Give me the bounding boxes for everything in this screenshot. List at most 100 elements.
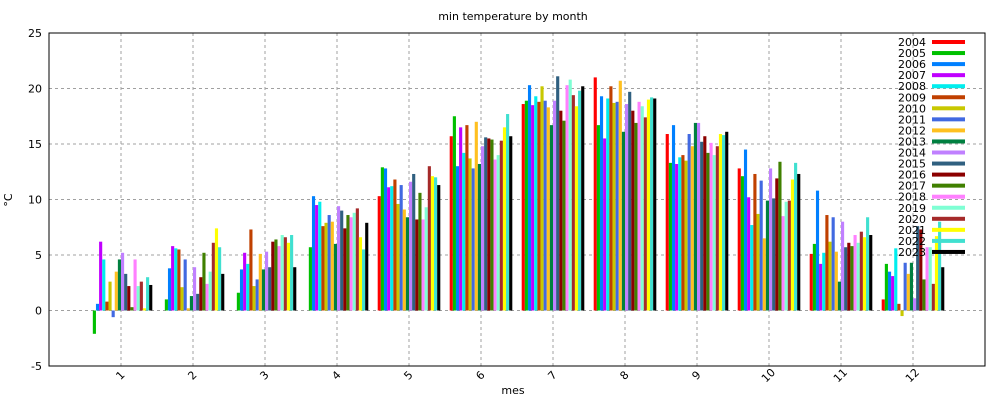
bar-2023-11: [869, 235, 873, 311]
legend-swatch: [932, 84, 965, 89]
bar-2022-7: [578, 90, 582, 311]
y-tick-label: -5: [31, 360, 42, 373]
bar-2022-11: [866, 217, 870, 311]
bar-2016-10: [775, 178, 779, 311]
bar-2020-5: [427, 166, 431, 311]
bar-2012-9: [690, 146, 694, 311]
bar-2010-7: [540, 86, 544, 311]
bar-2023-3: [293, 267, 297, 311]
bar-2005-4: [308, 247, 312, 311]
bar-2023-7: [581, 86, 585, 311]
bar-2010-1: [108, 281, 112, 311]
bar-2006-1: [95, 303, 100, 311]
legend: 2004200520062007200820092010201120122013…: [898, 36, 965, 259]
bar-2020-4: [355, 208, 359, 311]
bar-2014-12: [913, 298, 917, 311]
bar-2020-9: [715, 146, 719, 311]
bar-2023-5: [437, 185, 441, 311]
legend-label: 2007: [898, 69, 926, 82]
legend-swatch: [932, 183, 965, 188]
bar-2005-11: [812, 243, 816, 311]
y-tick-label: 15: [28, 138, 42, 151]
bar-2006-3: [239, 269, 244, 311]
bar-2008-3: [246, 263, 250, 311]
bar-2021-2: [214, 228, 219, 311]
bar-2004-11: [809, 253, 813, 311]
bar-2013-2: [189, 296, 193, 311]
bar-2006-9: [671, 125, 676, 311]
bar-2004-10: [737, 168, 741, 311]
bar-2006-7: [527, 85, 532, 311]
bar-2013-11: [837, 281, 841, 311]
x-tick-label: 2: [185, 368, 199, 382]
bar-2021-6: [502, 127, 507, 311]
legend-label: 2021: [898, 224, 926, 237]
legend-swatch: [932, 205, 965, 210]
x-tick-label: 9: [689, 368, 703, 382]
bar-2023-4: [365, 222, 369, 311]
bar-2006-5: [383, 168, 388, 311]
bar-2007-8: [603, 138, 607, 311]
bar-2019-5: [424, 207, 428, 311]
bar-2008-8: [606, 98, 610, 311]
bar-2019-6: [496, 155, 500, 311]
bar-2019-4: [352, 212, 356, 311]
bar-2017-1: [130, 307, 134, 311]
bar-2022-6: [506, 114, 510, 311]
bar-2019-2: [208, 271, 212, 311]
bar-2022-2: [218, 247, 222, 311]
bar-2011-1: [111, 310, 115, 318]
legend-swatch: [932, 117, 965, 122]
bar-2010-2: [180, 287, 184, 311]
bar-2018-9: [709, 142, 713, 311]
bar-2007-10: [747, 197, 751, 311]
bar-2012-1: [114, 271, 118, 311]
bar-2012-4: [330, 221, 334, 311]
legend-swatch: [932, 150, 965, 155]
legend-label: 2004: [898, 36, 926, 49]
bar-2010-8: [612, 102, 616, 311]
legend-swatch: [932, 73, 965, 78]
legend-label: 2019: [898, 202, 926, 215]
bar-2014-3: [265, 251, 269, 311]
x-tick-label: 5: [401, 368, 415, 382]
bar-2005-10: [740, 176, 744, 311]
legend-label: 2020: [898, 213, 926, 226]
legend-swatch: [932, 40, 965, 44]
bar-2010-4: [324, 222, 328, 311]
bar-2005-5: [380, 167, 384, 311]
bar-2010-6: [468, 158, 472, 311]
x-tick-label: 6: [473, 368, 487, 382]
bar-2014-6: [481, 146, 485, 311]
bar-2022-1: [146, 277, 150, 311]
bar-2016-8: [631, 110, 635, 311]
legend-label: 2010: [898, 102, 926, 115]
bar-2009-3: [249, 229, 253, 311]
bar-2012-8: [618, 80, 622, 311]
bar-2020-10: [787, 200, 791, 311]
bar-2009-2: [177, 249, 181, 311]
bar-2007-6: [459, 127, 463, 311]
bar-2019-10: [784, 201, 788, 311]
bar-2005-8: [596, 125, 600, 311]
y-axis-label: °C: [2, 193, 15, 207]
bar-2021-12: [934, 236, 939, 311]
bar-2009-7: [537, 101, 541, 311]
legend-swatch: [932, 128, 965, 133]
legend-label: 2022: [898, 235, 926, 248]
bar-2009-5: [393, 179, 397, 311]
legend-label: 2014: [898, 147, 926, 160]
bar-2022-3: [290, 235, 294, 311]
bar-2009-8: [609, 86, 613, 311]
legend-swatch: [932, 95, 965, 100]
bar-2009-12: [897, 303, 901, 311]
bar-2017-2: [202, 252, 206, 311]
bar-2009-10: [753, 173, 757, 311]
x-axis-label: mes: [501, 384, 524, 397]
bar-2014-7: [553, 100, 557, 311]
bar-2014-1: [121, 252, 125, 311]
legend-label: 2012: [898, 124, 926, 137]
bar-2017-11: [850, 246, 854, 311]
bar-2011-7: [543, 100, 547, 311]
bar-2005-3: [236, 292, 240, 311]
